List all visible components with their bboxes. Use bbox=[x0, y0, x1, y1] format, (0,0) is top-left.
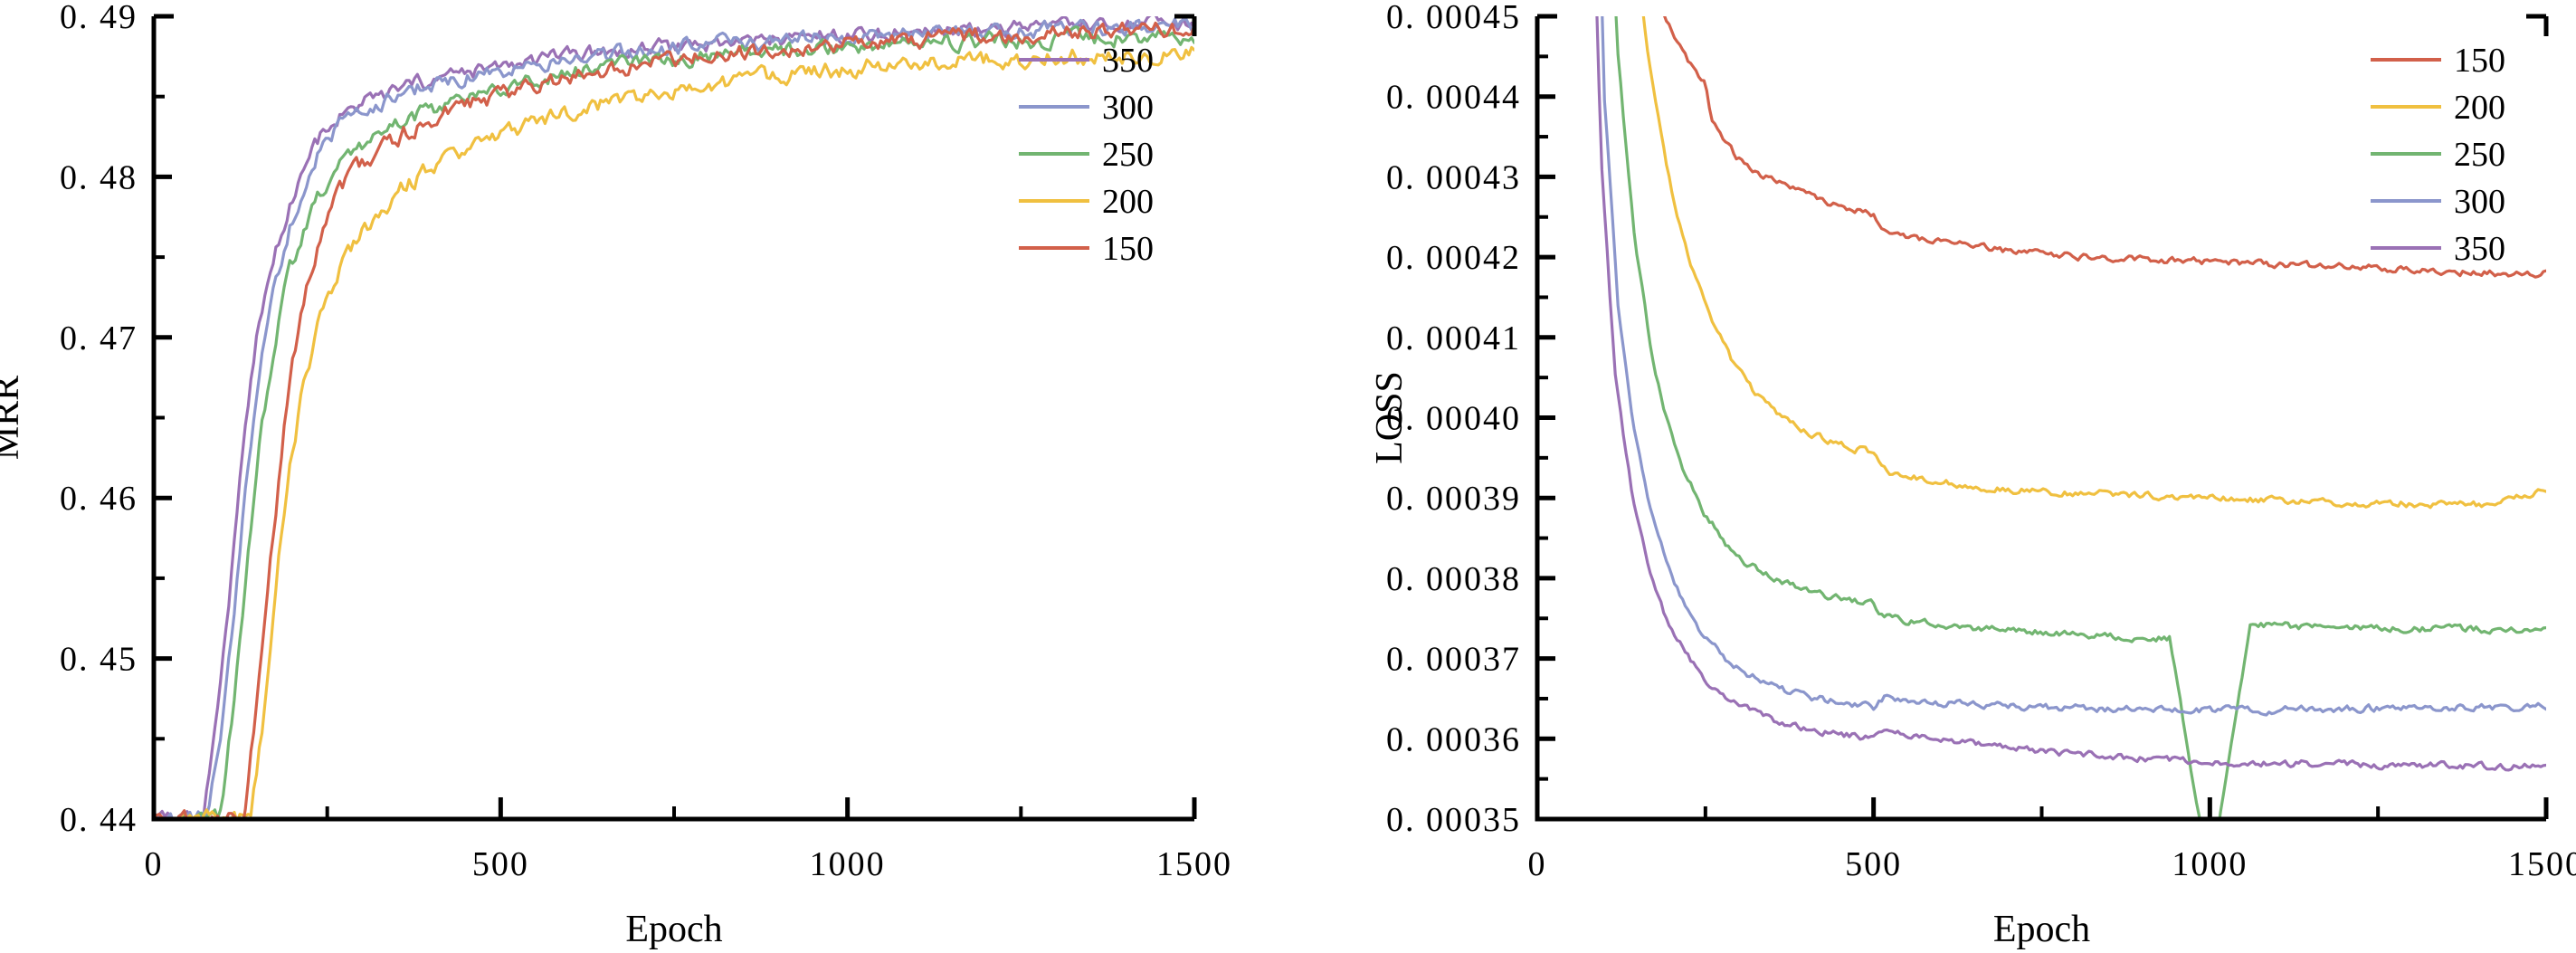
mrr-chart-svg: 0. 44 0. 45 0. 46 0. 47 0. 48 0. 49 0 500 1000 15… bbox=[0, 0, 1232, 950]
chart-panel-loss: 0. 00035 0. 00036 0. 00037 0. 00038 0. 00039… bbox=[1288, 0, 2576, 953]
axis-frame bbox=[151, 16, 1194, 822]
y-tick-label: 0. 00040 bbox=[1386, 400, 1521, 438]
y-tick-label: 0. 00043 bbox=[1386, 158, 1521, 196]
series-line-250 bbox=[1614, 16, 2546, 819]
series-line-150 bbox=[1663, 16, 2546, 279]
series-line-200 bbox=[1641, 16, 2546, 510]
y-tick-label: 0. 46 bbox=[60, 480, 138, 518]
legend-label-150: 150 bbox=[2454, 42, 2505, 80]
axes: 0. 44 0. 45 0. 46 0. 47 0. 48 0. 49 0 500 1000 15… bbox=[60, 0, 1232, 883]
y-tick-label: 0. 00036 bbox=[1386, 720, 1521, 758]
x-axis-title: Epoch bbox=[625, 909, 722, 950]
x-tick-label: 500 bbox=[472, 845, 529, 883]
legend-label-350: 350 bbox=[2454, 230, 2505, 268]
x-tick-label: 1500 bbox=[1156, 845, 1232, 883]
series-line-250 bbox=[154, 25, 1194, 819]
y-tick-label: 0. 00035 bbox=[1386, 801, 1521, 839]
legend-label-250: 250 bbox=[2454, 136, 2505, 174]
legend: 150 200 250 300 350 bbox=[2371, 42, 2505, 268]
series-line-350 bbox=[154, 16, 1194, 819]
y-axis-title: LOSS bbox=[1369, 371, 1411, 464]
series-line-300 bbox=[1601, 16, 2546, 717]
x-tick-label: 1500 bbox=[2508, 845, 2576, 883]
y-tick-label: 0. 44 bbox=[60, 801, 138, 839]
x-tick-label: 500 bbox=[1845, 845, 1902, 883]
x-tick-label: 1000 bbox=[810, 845, 886, 883]
y-tick-label: 0. 00042 bbox=[1386, 239, 1521, 277]
series-line-150 bbox=[154, 21, 1194, 819]
legend-label-150: 150 bbox=[1102, 230, 1154, 268]
x-tick-label: 1000 bbox=[2172, 845, 2248, 883]
series-line-300 bbox=[154, 17, 1194, 819]
series-group bbox=[1595, 16, 2546, 819]
y-tick-label: 0. 49 bbox=[60, 0, 138, 36]
legend-label-200: 200 bbox=[2454, 89, 2505, 127]
y-tick-label: 0. 48 bbox=[60, 158, 138, 196]
y-tick-label: 0. 00045 bbox=[1386, 0, 1521, 36]
x-tick-label: 0 bbox=[145, 845, 164, 883]
y-tick-label: 0. 45 bbox=[60, 641, 138, 679]
legend-label-200: 200 bbox=[1102, 183, 1154, 221]
y-tick-label: 0. 00041 bbox=[1386, 319, 1521, 357]
y-tick-label: 0. 00037 bbox=[1386, 641, 1521, 679]
series-line-350 bbox=[1595, 16, 2546, 772]
loss-plot-area: 0. 00035 0. 00036 0. 00037 0. 00038 0. 00039… bbox=[1369, 0, 2576, 950]
legend-label-300: 300 bbox=[1102, 89, 1154, 127]
y-axis-title: MRR bbox=[0, 376, 27, 460]
axis-frame bbox=[1535, 16, 2546, 822]
y-tick-label: 0. 00039 bbox=[1386, 480, 1521, 518]
y-tick-label: 0. 00038 bbox=[1386, 560, 1521, 598]
x-axis-title: Epoch bbox=[1993, 909, 2090, 950]
legend: 350 300 250 200 150 bbox=[1019, 42, 1154, 268]
series-group bbox=[154, 16, 1194, 819]
x-tick-label: 0 bbox=[1528, 845, 1547, 883]
y-tick-label: 0. 00044 bbox=[1386, 79, 1521, 117]
chart-panel-mrr: 0. 44 0. 45 0. 46 0. 47 0. 48 0. 49 0 500 1000 15… bbox=[0, 0, 1232, 950]
series-line-200 bbox=[154, 45, 1194, 819]
legend-label-300: 300 bbox=[2454, 183, 2505, 221]
legend-label-350: 350 bbox=[1102, 42, 1154, 80]
legend-label-250: 250 bbox=[1102, 136, 1154, 174]
mrr-plot-area: 0. 44 0. 45 0. 46 0. 47 0. 48 0. 49 0 500 1000 15… bbox=[0, 0, 1232, 950]
y-tick-label: 0. 47 bbox=[60, 319, 138, 357]
axes: 0. 00035 0. 00036 0. 00037 0. 00038 0. 00039… bbox=[1386, 0, 2576, 883]
loss-chart-svg: 0. 00035 0. 00036 0. 00037 0. 00038 0. 00039… bbox=[1369, 0, 2576, 950]
